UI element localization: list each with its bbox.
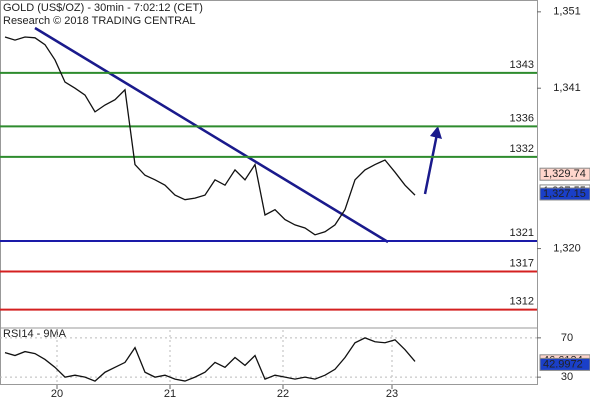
forecast-arrow [423,133,439,195]
y-tick-label: 70 [561,332,573,344]
price-tag-label: 1,327.15 [543,188,586,200]
level-label: 1343 [510,59,534,71]
price-tag-label: 1,329.74 [543,168,586,180]
y-tick-label: 1,341 [553,82,581,94]
y-tick-label: 30 [561,371,573,383]
plot-frame [0,0,538,385]
y-tick-label: 1,351 [553,6,581,18]
x-tick-label: 23 [386,388,398,400]
x-tick-label: 21 [164,388,176,400]
price-line [4,337,416,382]
price-tag [539,187,590,201]
price-tag [539,167,590,181]
price-tag [539,357,590,371]
panel-title: RSI14 - 9MA [3,328,67,340]
x-tick-label: 22 [277,388,289,400]
level-label: 1336 [510,112,534,124]
x-tick-label: 20 [51,388,63,400]
price-tag-label: 42.9972 [543,358,583,370]
level-label: 1312 [510,296,534,308]
chart-subtitle: Research © 2018 TRADING CENTRAL [3,15,196,27]
level-label: 1317 [510,257,534,269]
level-label: 1332 [510,143,534,155]
trend-line [34,26,389,244]
chart-title: GOLD (US$/OZ) - 30min - 7:02:12 (CET) [3,2,203,14]
price-line [4,36,416,236]
level-label: 1321 [510,227,534,239]
y-tick-label: 1,320 [553,242,581,254]
arrow-head [430,126,442,139]
